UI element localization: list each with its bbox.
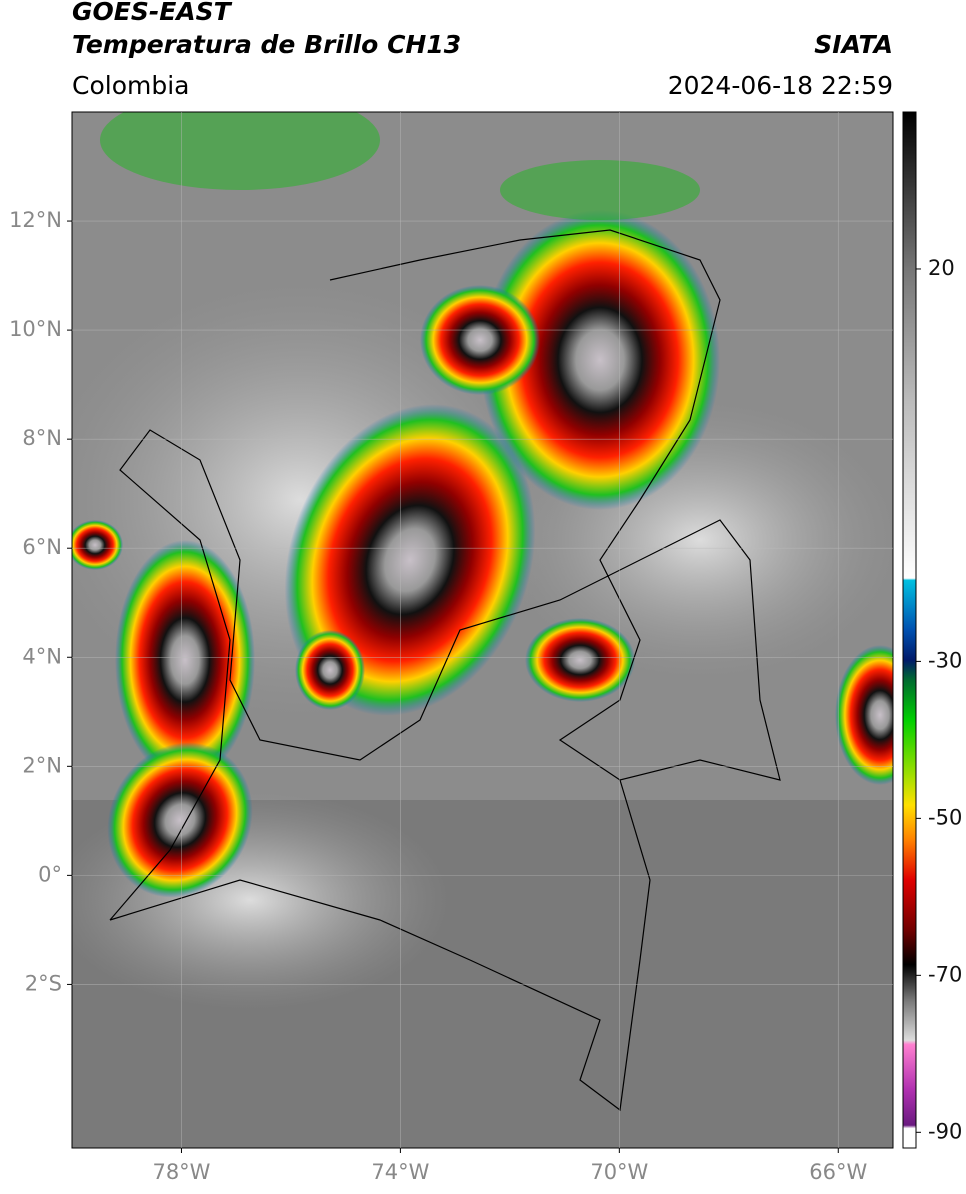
y-tick-label: 8°N <box>22 426 62 450</box>
region: Colombia <box>72 71 189 100</box>
map-frame <box>71 111 894 1149</box>
y-tick-label: 2°N <box>22 753 62 777</box>
y-tick-label: 6°N <box>22 535 62 559</box>
source: SIATA <box>814 30 893 59</box>
x-tick-label: 70°W <box>590 1160 648 1184</box>
satellite-image <box>72 112 893 1148</box>
datetime: 2024-06-18 22:59 <box>668 71 893 100</box>
colorbar <box>902 111 917 1149</box>
y-tick-label: 0° <box>38 862 62 886</box>
y-tick-label: 2°S <box>25 971 62 995</box>
colorbar-tick-label: -90 <box>928 1119 962 1143</box>
x-tick-label: 66°W <box>809 1160 867 1184</box>
colorbar-tick-label: -50 <box>928 805 962 829</box>
y-tick-label: 4°N <box>22 644 62 668</box>
x-tick-label: 74°W <box>371 1160 429 1184</box>
y-tick-label: 10°N <box>9 317 62 341</box>
satellite: GOES-EAST <box>72 0 233 26</box>
colorbar-tick-label: -30 <box>928 648 962 672</box>
y-tick-label: 12°N <box>9 208 62 232</box>
x-tick-label: 78°W <box>152 1160 210 1184</box>
colorbar-tick-label: 20 <box>928 256 955 280</box>
product: Temperatura de Brillo CH13 <box>72 30 461 59</box>
colorbar-tick-label: -70 <box>928 962 962 986</box>
